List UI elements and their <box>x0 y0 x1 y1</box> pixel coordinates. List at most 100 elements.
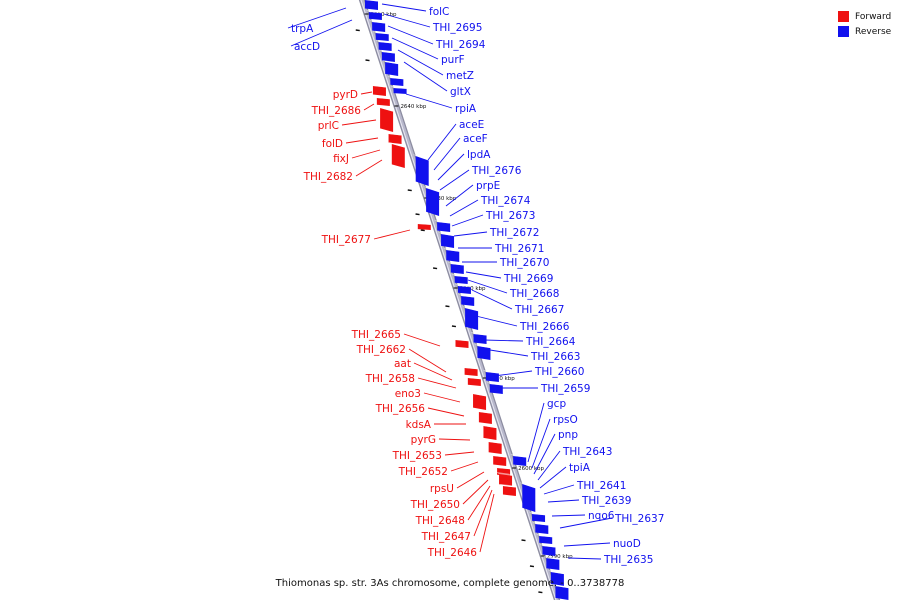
leader-line <box>473 489 493 537</box>
reverse-gene-label: THI_2669 <box>503 273 553 285</box>
leader-line <box>391 37 439 60</box>
reverse-gene-label: THI_2664 <box>525 336 576 348</box>
gap-marker <box>365 59 370 62</box>
gene-body <box>372 86 386 96</box>
gene-bevel <box>552 584 569 589</box>
gene-bevel <box>458 294 475 298</box>
forward-gene-label: THI_2656 <box>375 403 426 415</box>
forward-gene <box>369 84 386 96</box>
reverse-gene-label: THI_2663 <box>530 351 580 363</box>
leader-line <box>462 479 489 505</box>
leader-line <box>467 485 491 521</box>
leader-line <box>551 514 586 517</box>
gene-body <box>455 340 469 348</box>
leader-line <box>533 433 556 475</box>
leader-line <box>363 103 375 111</box>
tick-label: 2620 kbp <box>460 286 486 292</box>
forward-gene-label: THI_2646 <box>427 547 478 559</box>
reverse-gene <box>482 370 499 382</box>
reverse-gene-label: THI_2671 <box>494 243 544 255</box>
leader-line <box>381 3 427 12</box>
leader-line <box>423 392 461 403</box>
gene-body <box>513 456 527 466</box>
forward-gene <box>461 366 478 376</box>
gene-bevel <box>365 0 378 2</box>
reverse-gene <box>412 154 429 186</box>
reverse-gene-label: THI_2694 <box>435 39 486 51</box>
gene-body <box>426 188 440 216</box>
reverse-gene-label: prpE <box>476 180 500 192</box>
gene-body <box>376 98 390 106</box>
label-leader-lines <box>287 3 613 560</box>
leader-line <box>567 557 602 560</box>
reverse-gene <box>423 186 440 216</box>
gene-body <box>441 234 455 248</box>
gene-body <box>378 42 392 51</box>
gene-body <box>542 546 556 556</box>
gene-body <box>550 572 564 586</box>
gene-labels: pyrD THI_2686 prlC folD fixJ THI_2682 THI_2677… <box>291 6 664 566</box>
gene-bevel <box>496 472 513 476</box>
caption-text: Thiomonas sp. str. 3As chromosome, compl… <box>275 578 625 589</box>
tick-label: 2630 kbp <box>430 196 456 202</box>
gap-marker <box>529 565 535 568</box>
forward-gene <box>452 338 469 348</box>
gene-body <box>499 474 513 486</box>
reverse-gene-label: THI_2674 <box>480 195 531 207</box>
leader-line <box>387 25 434 45</box>
gene-bevel <box>434 220 451 224</box>
reverse-gene <box>536 534 553 544</box>
reverse-gene-label: pnp <box>558 429 578 441</box>
leader-line <box>439 169 470 191</box>
gene-body <box>532 514 546 522</box>
reverse-gene-label: metZ <box>446 70 474 82</box>
forward-gene-label: THI_2648 <box>415 515 465 527</box>
forward-gene-label: prlC <box>318 120 339 132</box>
tick-label: 2600 kbp <box>518 466 544 472</box>
forward-gene <box>414 222 431 230</box>
reverse-gene <box>532 522 549 534</box>
forward-gene-label: THI_2686 <box>311 105 362 117</box>
gene-bevel <box>494 466 511 470</box>
tick-label: 2590 kbp <box>547 554 573 560</box>
reverse-gene <box>486 382 503 394</box>
leader-line <box>345 137 379 144</box>
gene-body <box>446 250 460 262</box>
gene-bevel <box>470 332 487 336</box>
gene-body <box>388 134 402 144</box>
legend-reverse: Reverse <box>838 24 891 39</box>
leader-line <box>537 450 561 481</box>
gene-bevel <box>464 376 481 380</box>
reverse-gene <box>365 10 382 20</box>
forward-gene-label: rpsU <box>430 483 454 495</box>
forward-gene-label: eno3 <box>395 388 421 400</box>
reverse-gene <box>390 86 407 94</box>
leader-line <box>475 315 518 327</box>
gene-bevel <box>470 392 487 397</box>
reverse-gene <box>547 570 564 586</box>
leader-line <box>417 377 457 389</box>
forward-gene <box>499 484 516 496</box>
forward-gene <box>377 106 394 132</box>
gene-bevel <box>510 454 527 458</box>
reverse-gene <box>454 284 471 294</box>
leader-line <box>360 91 373 95</box>
gene-bevel <box>414 222 431 225</box>
reverse-gene <box>378 50 395 62</box>
forward-gene <box>496 472 513 486</box>
reverse-gene <box>443 248 460 262</box>
forward-gene-label: THI_2665 <box>351 329 401 341</box>
leader-line <box>383 13 431 28</box>
gap-marker <box>355 29 360 32</box>
reverse-gene <box>451 274 468 284</box>
gene-body <box>473 394 487 410</box>
gene-body <box>522 484 536 512</box>
leader-line <box>427 123 457 161</box>
reverse-gene <box>434 220 451 232</box>
reverse-gene-label: THI_2659 <box>540 383 590 395</box>
map-caption: Thiomonas sp. str. 3As chromosome, compl… <box>0 578 900 589</box>
reverse-gene-label: rpsO <box>553 414 578 426</box>
leader-line <box>413 362 453 381</box>
reverse-gene <box>438 232 455 248</box>
gap-marker <box>538 591 543 594</box>
